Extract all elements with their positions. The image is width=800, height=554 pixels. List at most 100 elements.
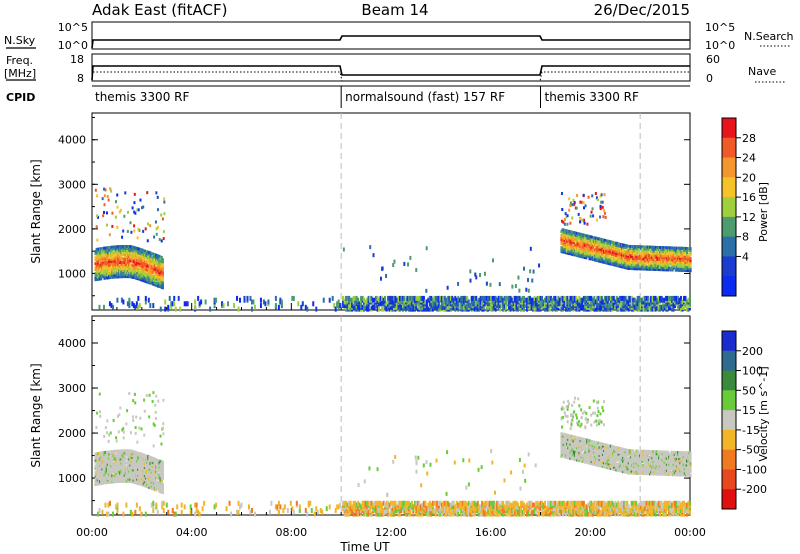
power-echo-cell [156, 284, 159, 288]
velocity-echo-cell [100, 455, 103, 459]
power-clutter-cell [354, 301, 357, 307]
power-echo-cell [130, 265, 133, 269]
power-echo-cell [110, 257, 113, 261]
power-y-axis-label: Slant Range [km] [29, 159, 43, 263]
power-echo-cell [617, 260, 620, 264]
power-echo-cell [635, 247, 638, 251]
power-echo-cell [612, 240, 615, 244]
power-echo-cell [568, 244, 571, 248]
velocity-echo-cell [594, 452, 597, 456]
power-clutter-cell [478, 303, 481, 309]
velocity-echo-cell [575, 454, 578, 458]
power-echo-cell [645, 267, 648, 271]
velocity-echo-cell [128, 477, 131, 481]
velocity-echo-cell [560, 432, 563, 436]
power-echo-cell [94, 274, 97, 278]
velocity-echo-cell [112, 476, 115, 480]
velocity-echo-cell [140, 458, 143, 462]
power-echo-cell [134, 274, 138, 278]
velocity-echo-cell [138, 460, 141, 464]
power-clutter-cell [624, 295, 627, 301]
velocity-echo-cell [561, 442, 564, 446]
power-echo-cell [657, 249, 661, 253]
velocity-echo-cell [139, 460, 142, 464]
power-echo-cell [125, 253, 129, 257]
velocity-echo-cell [572, 457, 575, 461]
velocity-echo-cell [135, 463, 139, 467]
power-scatter-cell [103, 194, 106, 198]
power-echo-cell [566, 233, 569, 237]
power-echo-cell [568, 242, 571, 246]
power-clutter-cell [569, 299, 572, 305]
velocity-echo-cell [585, 456, 588, 460]
power-echo-cell [590, 241, 593, 245]
velocity-echo-cell [105, 464, 108, 468]
power-echo-cell [657, 245, 661, 249]
velocity-echo-cell [106, 474, 110, 478]
power-echo-cell [155, 269, 158, 273]
power-echo-cell [125, 267, 129, 271]
velocity-echo-cell [581, 457, 584, 461]
power-echo-cell [156, 282, 159, 286]
velocity-echo-cell [102, 453, 105, 457]
power-scatter-cell [103, 187, 106, 191]
power-echo-cell [644, 255, 647, 259]
power-echo-cell [581, 245, 584, 249]
power-echo-cell [564, 241, 568, 245]
velocity-echo-cell [150, 478, 153, 482]
velocity-echo-cell [135, 465, 139, 469]
velocity-echo-cell [150, 474, 153, 478]
power-echo-cell [109, 251, 112, 255]
power-echo-cell [112, 265, 115, 269]
velocity-echo-cell [608, 446, 611, 450]
power-echo-cell [151, 276, 154, 280]
velocity-echo-cell [585, 446, 588, 450]
power-clutter-cell [403, 295, 406, 301]
power-echo-cell [624, 246, 627, 250]
power-echo-cell [113, 247, 116, 251]
power-clutter-cell [370, 304, 373, 310]
power-echo-cell [123, 255, 126, 259]
power-echo-cell [677, 256, 680, 260]
velocity-echo-cell [132, 454, 135, 458]
power-scatter-cell [603, 211, 606, 215]
velocity-echo-cell [567, 448, 570, 452]
power-echo-cell [603, 254, 606, 258]
velocity-echo-cell [122, 473, 125, 477]
power-echo-cell [111, 247, 114, 251]
power-echo-cell [636, 267, 639, 271]
velocity-echo-cell [101, 461, 104, 465]
power-echo-cell [147, 268, 150, 272]
power-echo-cell [137, 255, 140, 259]
velocity-echo-cell [596, 457, 599, 461]
power-clutter-cell [370, 295, 373, 301]
power-clutter-cell [128, 297, 131, 303]
velocity-echo-cell [134, 461, 138, 465]
velocity-echo-cell [96, 460, 99, 464]
power-clutter-cell [213, 297, 216, 303]
power-echo-cell [684, 267, 688, 271]
power-echo-cell [102, 248, 105, 252]
power-echo-cell [566, 241, 569, 245]
power-echo-cell [681, 250, 684, 254]
velocity-echo-cell [148, 471, 151, 475]
power-echo-cell [121, 265, 124, 269]
velocity-echo-cell [605, 445, 608, 449]
velocity-echo-cell [121, 479, 124, 483]
power-clutter-cell [588, 299, 591, 305]
velocity-echo-cell [583, 448, 587, 452]
power-echo-cell [589, 253, 592, 257]
power-echo-cell [569, 248, 572, 252]
power-clutter-cell [400, 295, 403, 301]
power-clutter-cell [460, 295, 463, 301]
power-echo-cell [95, 253, 98, 257]
velocity-echo-cell [158, 477, 161, 481]
power-clutter-cell [659, 295, 662, 301]
velocity-echo-cell [106, 468, 110, 472]
velocity-echo-cell [575, 446, 578, 450]
velocity-echo-cell [605, 453, 608, 457]
velocity-echo-cell [137, 480, 140, 484]
power-echo-cell [628, 246, 632, 250]
velocity-echo-cell [591, 460, 595, 464]
power-echo-cell [622, 255, 625, 259]
